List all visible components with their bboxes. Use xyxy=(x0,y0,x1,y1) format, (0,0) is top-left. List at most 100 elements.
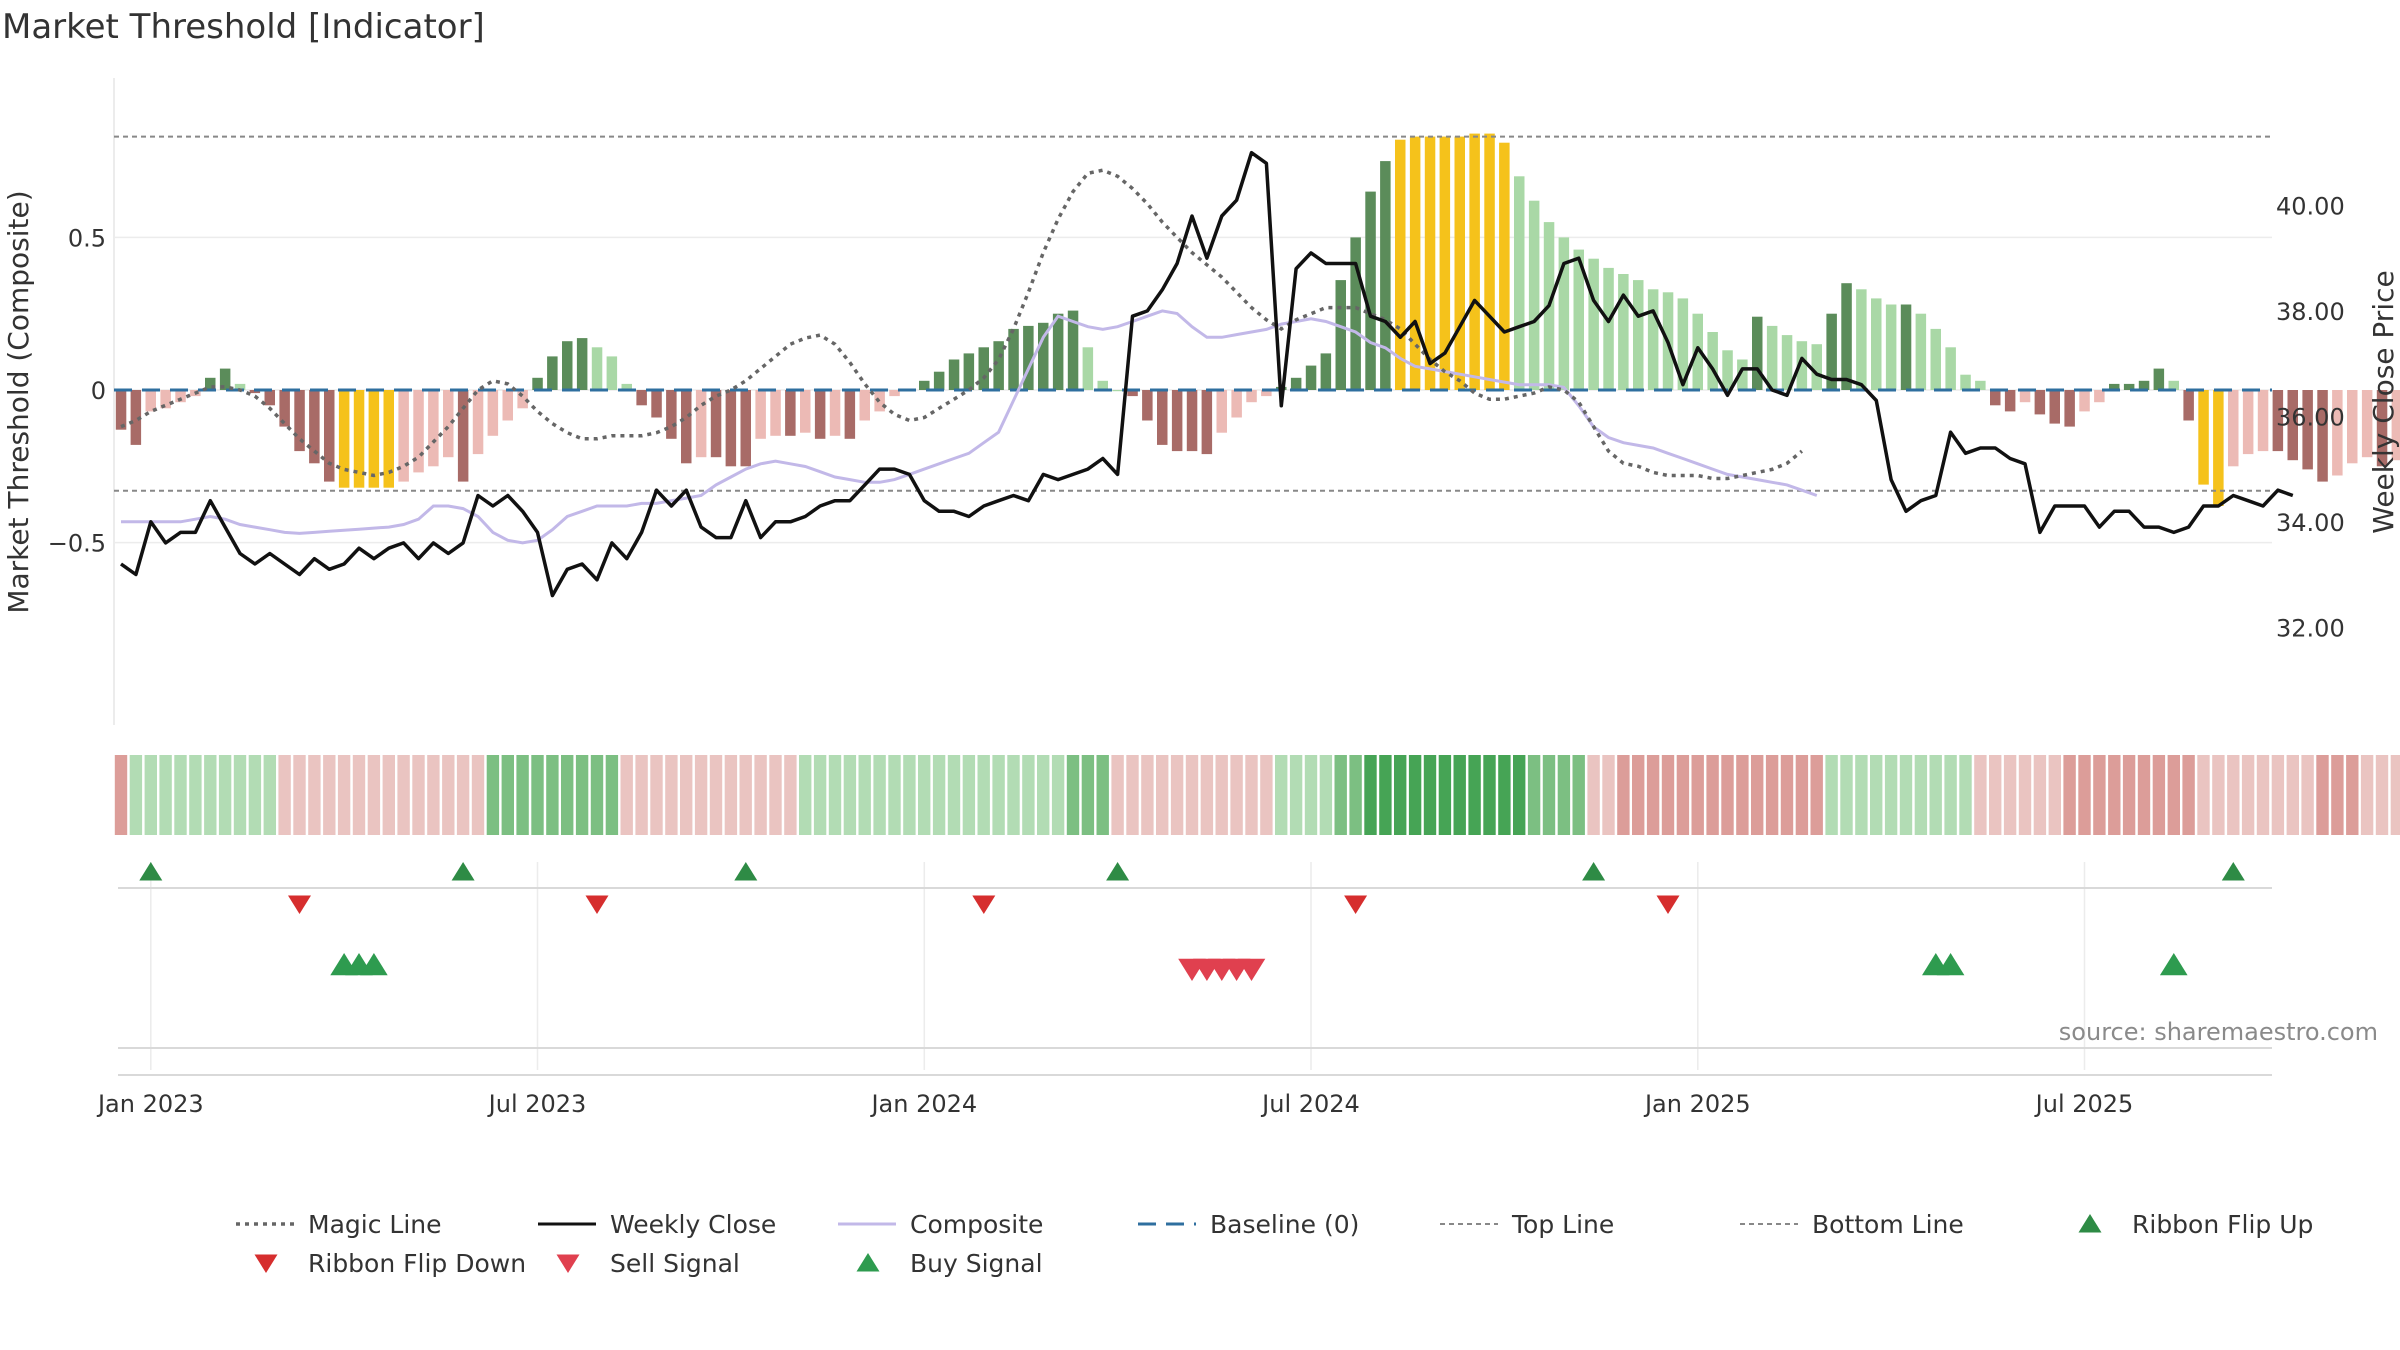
ribbon-cell xyxy=(2048,755,2061,835)
right-tick-label: 34.00 xyxy=(2276,509,2345,537)
ribbon-flip-up-marker xyxy=(734,862,758,881)
ribbon-cell xyxy=(1736,755,1749,835)
ribbon-cell xyxy=(590,755,604,835)
ribbon-cell xyxy=(2271,755,2285,835)
ribbon-cell xyxy=(233,755,247,835)
ribbon-cell xyxy=(2093,755,2106,835)
composite-bar xyxy=(1722,350,1733,390)
legend-label: Baseline (0) xyxy=(1210,1210,1359,1239)
ribbon-cell xyxy=(1051,755,1065,835)
composite-bar xyxy=(1201,390,1213,455)
buy-signal-marker xyxy=(1936,953,1965,976)
ribbon-cell xyxy=(2301,755,2314,835)
composite-bar xyxy=(279,390,290,427)
composite-bar xyxy=(472,390,484,455)
legend-label: Buy Signal xyxy=(910,1249,1043,1278)
composite-bar xyxy=(2347,390,2358,464)
ribbon-flip-up-marker xyxy=(139,862,163,881)
composite-bar xyxy=(2109,383,2120,390)
composite-bar xyxy=(1171,390,1183,452)
ribbon-cell xyxy=(784,755,797,835)
composite-bar xyxy=(1142,390,1153,421)
ribbon-cell xyxy=(799,755,812,835)
ribbon-cell xyxy=(2122,755,2136,835)
composite-bar xyxy=(2242,390,2254,455)
composite-bar xyxy=(1052,313,1064,390)
ribbon-cell xyxy=(531,755,544,835)
composite-bar xyxy=(413,390,424,473)
ribbon-cell xyxy=(694,755,708,835)
ribbon-cell xyxy=(650,755,663,835)
ribbon-cell xyxy=(2003,755,2017,835)
composite-bar xyxy=(576,338,588,390)
ribbon-cell xyxy=(1081,755,1095,835)
composite-bar xyxy=(398,390,409,482)
ribbon-cell xyxy=(2256,755,2270,835)
composite-bar xyxy=(1157,390,1168,445)
ribbon-cell xyxy=(1557,755,1571,835)
ribbon-cell xyxy=(709,755,723,835)
x-tick-label: Jan 2025 xyxy=(1643,1090,1751,1118)
ribbon-cell xyxy=(1929,755,1942,835)
composite-bar xyxy=(1290,377,1302,390)
magic-line xyxy=(120,168,1804,481)
composite-bar xyxy=(1231,390,1242,418)
composite-bar xyxy=(1975,380,1986,390)
composite-bar xyxy=(130,390,142,445)
composite-bar xyxy=(294,390,305,452)
ribbon-flip-down-marker xyxy=(1344,895,1368,914)
ribbon-cell xyxy=(1334,755,1347,835)
composite-bar xyxy=(2272,390,2284,452)
composite-bar xyxy=(428,390,439,467)
ribbon-cell xyxy=(888,755,901,835)
composite-bar xyxy=(1930,328,1941,390)
left-tick-label: −0.5 xyxy=(48,530,106,558)
ribbon-flip-down-marker xyxy=(585,895,609,914)
composite-bar xyxy=(324,390,335,482)
composite-bar xyxy=(1841,283,1852,390)
ribbon-cell xyxy=(1394,755,1407,835)
ribbon-cell xyxy=(2063,755,2076,835)
ribbon-cell xyxy=(620,755,633,835)
composite-bar xyxy=(2213,390,2224,506)
ribbon-cell xyxy=(1706,755,1719,835)
composite-bar xyxy=(1573,249,1584,390)
composite-bar xyxy=(219,368,231,390)
right-axis-ticks: 40.00 38.00 36.00 34.00 32.00 xyxy=(2276,193,2345,643)
ribbon-cell xyxy=(1260,755,1273,835)
legend-label: Composite xyxy=(910,1210,1043,1239)
ribbon-flip-up-marker xyxy=(2221,862,2245,881)
ribbon-cell xyxy=(352,755,366,835)
composite-bar xyxy=(1335,280,1346,390)
composite-bar xyxy=(264,390,275,406)
composite-bar xyxy=(755,390,766,439)
ribbon-cell xyxy=(218,755,232,835)
ribbon-cell xyxy=(248,755,262,835)
composite-bar xyxy=(2376,390,2388,467)
composite-bar xyxy=(844,390,856,439)
composite-bar xyxy=(2123,383,2135,390)
ribbon-cell xyxy=(1245,755,1258,835)
composite-bar xyxy=(1871,298,1882,390)
composite-bar xyxy=(2168,380,2179,390)
composite-bar xyxy=(1915,313,1927,390)
composite-bar xyxy=(1856,289,1867,390)
ribbon-cell xyxy=(605,755,619,835)
composite-bar xyxy=(963,353,975,390)
composite-bar xyxy=(532,377,543,390)
ribbon-cell xyxy=(769,755,782,835)
composite-bar xyxy=(1647,289,1659,390)
composite-bar xyxy=(814,390,826,439)
sell-signal-marker xyxy=(1237,958,1266,981)
composite-bar xyxy=(234,383,246,390)
ribbon-cell xyxy=(1304,755,1318,835)
ribbon-cell xyxy=(427,755,440,835)
composite-bar xyxy=(2317,390,2328,482)
legend-triangle-up-icon xyxy=(856,1253,880,1272)
composite-bar xyxy=(1439,136,1451,390)
ribbon-cell xyxy=(1364,755,1377,835)
ribbon-cell xyxy=(1721,755,1734,835)
ribbon-cell xyxy=(1289,755,1303,835)
composite-line xyxy=(121,309,1818,545)
ribbon-cell xyxy=(546,755,559,835)
